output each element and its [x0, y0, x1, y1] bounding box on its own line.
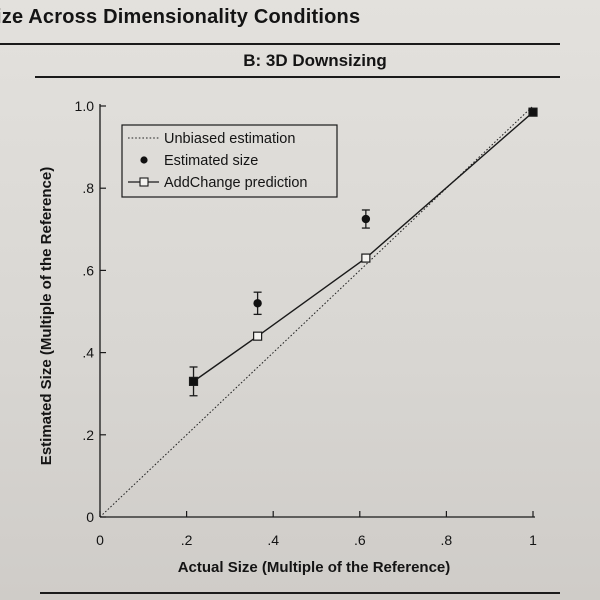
y-tick-label: .6 [82, 262, 94, 278]
legend-swatch-estimated [140, 156, 148, 164]
y-tick-label: .2 [82, 427, 94, 443]
y-tick-label: .4 [82, 345, 94, 361]
point-estimated-size [361, 214, 371, 224]
legend-label: Unbiased estimation [164, 131, 295, 147]
x-tick-label: 0 [96, 532, 104, 548]
x-axis-label: Actual Size (Multiple of the Reference) [178, 559, 451, 576]
series-line-addchange-prediction [193, 111, 534, 382]
y-tick-label: .8 [82, 180, 94, 196]
y-axis-label: Estimated Size (Multiple of the Referenc… [38, 167, 55, 465]
legend-label: Estimated size [164, 153, 258, 169]
point-addchange-prediction [361, 253, 371, 263]
figure-title: ize Across Dimensionality Conditions [0, 6, 361, 28]
bottom-rule [40, 592, 560, 594]
point-addchange-prediction [528, 107, 538, 117]
point-addchange-prediction [188, 376, 199, 386]
legend-box [121, 124, 338, 198]
point-estimated-size [253, 299, 262, 308]
y-tick-label: 0 [86, 509, 94, 525]
x-tick-label: .8 [441, 532, 453, 548]
point-addchange-prediction [253, 331, 263, 341]
plot-area [99, 105, 538, 518]
panel-title: B: 3D Downsizing [243, 51, 387, 70]
axes: 0 .2 .4 .6 .8 1 0 .2 .4 .6 .8 1.0 [75, 98, 538, 548]
x-tick-label: 1 [529, 532, 537, 548]
x-tick-label: .2 [181, 532, 193, 548]
legend: Unbiased estimation Estimated size AddChan… [121, 124, 338, 198]
x-tick-label: .4 [267, 532, 279, 548]
panel-title-rule [35, 76, 560, 78]
legend-swatch-addchange-square [139, 177, 149, 187]
x-tick-label: .6 [354, 532, 366, 548]
y-tick-label: 1.0 [75, 98, 95, 114]
top-rule [0, 43, 560, 45]
legend-label: AddChange prediction [164, 175, 308, 191]
